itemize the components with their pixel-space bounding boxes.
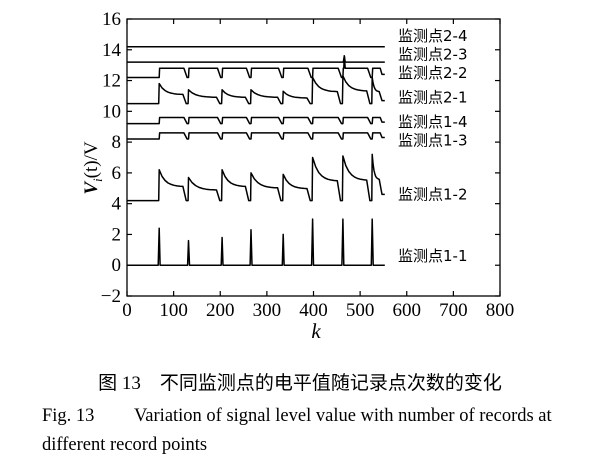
y-tick-label: 10 — [102, 101, 121, 122]
x-tick-label: 400 — [299, 300, 328, 321]
y-tick-label: 6 — [112, 163, 122, 184]
x-tick-label: 700 — [439, 300, 468, 321]
line-chart: 0 100 200 300 400 500 600 700 800−20246810121416… — [81, 9, 514, 343]
y-tick-label: 12 — [102, 71, 121, 92]
x-tick-label: 800 — [486, 300, 515, 321]
x-tick-label: 300 — [253, 300, 282, 321]
series-label-8: 监测点1-1 — [398, 247, 468, 265]
y-tick-label: 4 — [112, 194, 122, 215]
figure-caption-en: Fig. 13 Variation of signal level value w… — [42, 402, 592, 460]
y-axis-label: Vi(t)/V — [81, 141, 105, 195]
y-tick-label: 14 — [102, 40, 122, 61]
series-line-3 — [127, 55, 385, 79]
y-tick-label: −2 — [101, 286, 121, 307]
series-label-5: 监测点1-4 — [398, 113, 468, 131]
series-line-5 — [127, 116, 385, 125]
x-axis-label: k — [311, 319, 321, 343]
x-tick-label: 100 — [159, 300, 188, 321]
y-tick-label: 2 — [112, 224, 122, 245]
x-tick-label: 600 — [393, 300, 422, 321]
series-label-3: 监测点2-2 — [398, 64, 468, 82]
figure-caption-en-text: Variation of signal level value with num… — [42, 406, 552, 455]
series-label-2: 监测点2-3 — [398, 45, 468, 63]
series-label-4: 监测点2-1 — [398, 88, 468, 106]
x-tick-label: 500 — [346, 300, 375, 321]
series-label-6: 监测点1-3 — [398, 132, 468, 150]
y-tick-label: 0 — [112, 255, 122, 276]
x-tick-label: 0 — [122, 300, 132, 321]
series-line-6 — [127, 132, 385, 140]
y-tick-label: 16 — [102, 9, 121, 30]
x-tick-label: 200 — [206, 300, 235, 321]
series-line-4 — [127, 75, 385, 105]
series-line-8 — [127, 218, 385, 266]
series-label-1: 监测点2-4 — [398, 27, 468, 45]
figure-number-en: Fig. 13 — [42, 406, 95, 426]
y-tick-label: 8 — [112, 132, 122, 153]
series-label-7: 监测点1-2 — [398, 185, 468, 203]
figure-caption-cn: 图 13 不同监测点的电平值随记录点次数的变化 — [98, 373, 502, 394]
series-line-7 — [127, 153, 385, 202]
series-line-2 — [127, 55, 385, 63]
series-layer — [127, 45, 385, 266]
